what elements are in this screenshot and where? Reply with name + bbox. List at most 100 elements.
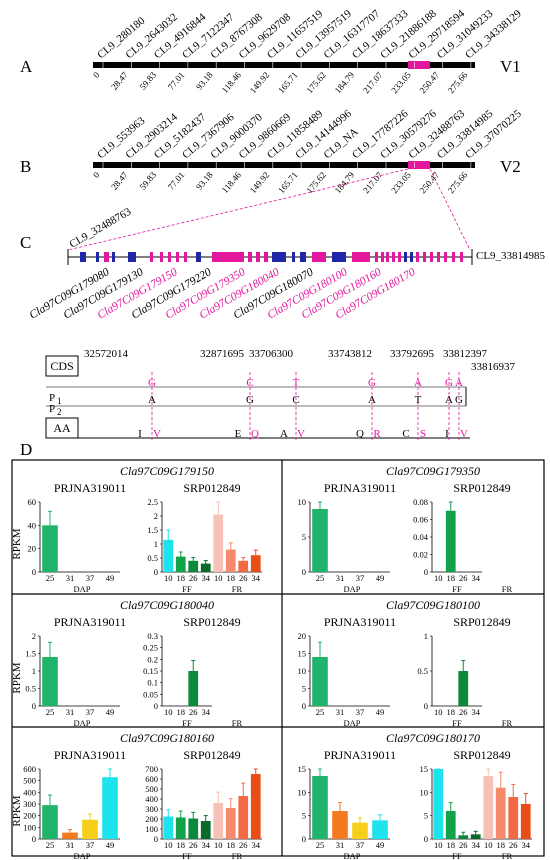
y-tick-label: 2.5 [147, 497, 158, 507]
gene-exon-block [386, 252, 389, 262]
x-tick-label: 10 [434, 707, 443, 717]
snp-position: 32871695 [200, 348, 245, 360]
gene-exon-block [404, 252, 407, 262]
ff-axis-label: FF [452, 718, 462, 728]
y-tick-label: 20 [298, 631, 307, 641]
gene-exon-block [423, 252, 426, 262]
x-tick-label: 34 [472, 573, 481, 583]
y-tick-label: 300 [145, 804, 158, 814]
p2-allele: G [455, 394, 463, 406]
y-tick-label: 0.5 [25, 684, 36, 694]
x-tick-label: 25 [316, 707, 325, 717]
x-tick-label: 18 [177, 573, 186, 583]
snp-position: 33816937 [471, 361, 516, 373]
bar [62, 832, 78, 839]
gene-exon-block [128, 252, 136, 262]
x-tick-label: 34 [202, 840, 211, 850]
aa-p2: E [235, 428, 242, 440]
y-tick-label: 500 [145, 784, 158, 794]
x-tick-label: 10 [434, 840, 443, 850]
gene-exon-block [430, 252, 433, 262]
y-tick-label: 20 [28, 544, 37, 554]
y-tick-label: 0.3 [147, 631, 158, 641]
bar [250, 555, 261, 572]
cds-label: CDS [50, 359, 73, 373]
panel-gene-title: Cla97C09G180100 [386, 598, 480, 612]
p1-allele: G [148, 377, 156, 389]
y-tick-label: 0.02 [413, 550, 428, 560]
bar [312, 509, 328, 572]
y-tick-label: 0 [424, 567, 428, 577]
bar [312, 776, 328, 839]
p1-allele: G [445, 377, 453, 389]
x-tick-label: 49 [106, 707, 115, 717]
y-tick-label: 0.5 [147, 553, 158, 563]
y-tick-label: 0 [424, 701, 428, 711]
ff-axis-label: FF [182, 718, 192, 728]
position-label: 77.01 [166, 70, 187, 92]
gene-exon-block [300, 252, 306, 262]
x-tick-label: 10 [164, 840, 173, 850]
position-label: 59.83 [137, 69, 158, 91]
aa-p1: Q [251, 428, 259, 440]
p1-allele: A [455, 377, 463, 389]
bar [352, 822, 368, 839]
y-tick-label: 200 [23, 811, 36, 821]
aa-p2: C [402, 428, 409, 440]
bar [175, 556, 186, 572]
x-tick-label: 10 [214, 573, 223, 583]
bar [483, 776, 494, 839]
y-tick-label: 300 [23, 799, 36, 809]
y-tick-label: 700 [145, 764, 158, 774]
bar [188, 818, 199, 839]
y-tick-label: 600 [23, 764, 36, 774]
aa-p1: S [420, 428, 426, 440]
bar [312, 657, 328, 706]
x-tick-label: 25 [316, 840, 325, 850]
x-tick-label: 34 [472, 840, 481, 850]
position-label: 149.92 [248, 70, 272, 95]
gene-exon-block [264, 252, 268, 262]
panel-gene-title: Cla97C09G179350 [386, 464, 480, 478]
dataset-left-label: PRJNA319011 [324, 481, 396, 495]
gene-exon-block [352, 252, 370, 262]
y-tick-label: 1 [424, 631, 428, 641]
panel-label-a: A [20, 57, 33, 76]
x-tick-label: 26 [189, 840, 198, 850]
dap-axis-label: DAP [343, 851, 360, 860]
ff-axis-label: FF [452, 851, 462, 860]
position-label: 250.47 [418, 69, 442, 95]
x-tick-label: 34 [252, 573, 261, 583]
y-tick-label: 2 [32, 631, 36, 641]
x-tick-label: 25 [316, 573, 325, 583]
aa-p1: V [153, 428, 161, 440]
position-label: 93.18 [194, 169, 215, 191]
position-label: 233.05 [389, 69, 413, 95]
x-tick-label: 31 [336, 840, 345, 850]
panel-gene-title: Cla97C09G180040 [120, 598, 214, 612]
position-label: 233.05 [389, 169, 413, 195]
snp-position: 33792695 [390, 348, 435, 360]
panel-gene-title: Cla97C09G180170 [386, 731, 480, 745]
fr-axis-label: FR [232, 851, 243, 860]
gene-exon-block [248, 252, 252, 262]
y-tick-label: 100 [145, 824, 158, 834]
x-tick-label: 26 [189, 573, 198, 583]
y-tick-label: 0 [302, 701, 306, 711]
rpkm-label: RPKM [11, 528, 23, 559]
bar [520, 804, 531, 839]
p2-allele: A [148, 394, 156, 406]
bar [163, 539, 174, 572]
gene-exon-block [150, 252, 153, 262]
dataset-left-label: PRJNA319011 [324, 615, 396, 629]
y-tick-label: 15 [298, 764, 307, 774]
gene-exon-block [452, 252, 455, 262]
gene-exon-block [437, 252, 440, 262]
bar [200, 821, 211, 839]
bar [225, 808, 236, 839]
gene-exon-block [112, 252, 115, 262]
bar [238, 560, 249, 572]
